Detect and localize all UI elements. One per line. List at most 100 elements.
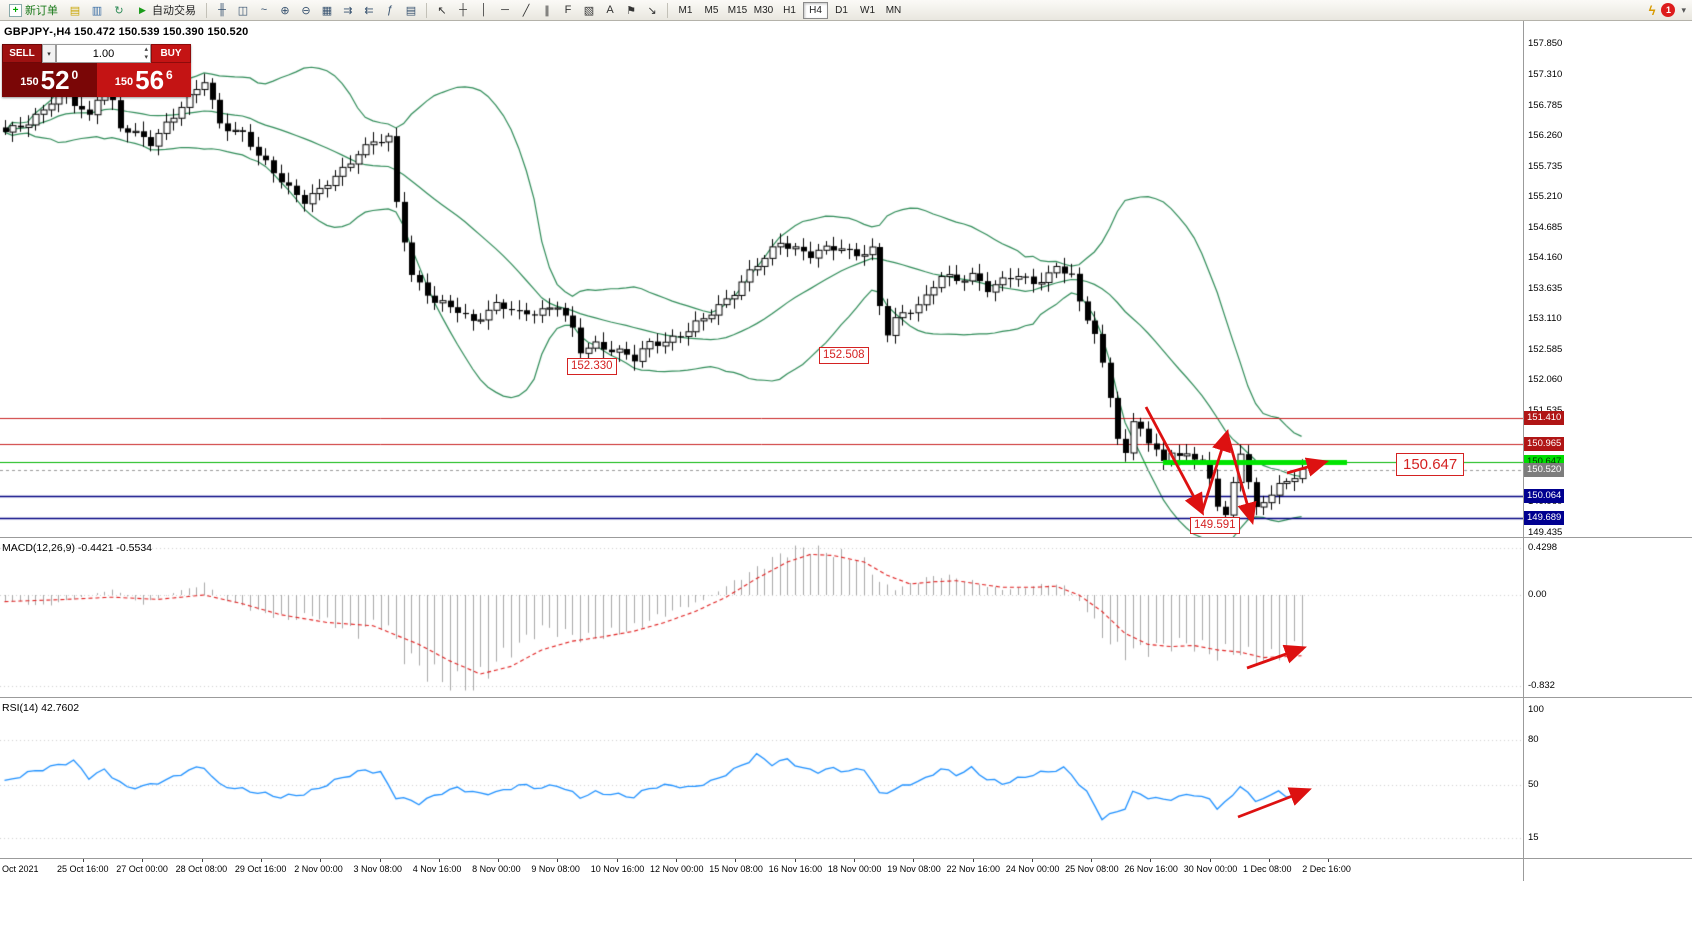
time-axis-label: 19 Nov 08:00: [887, 864, 941, 874]
time-axis-label: 25 Oct 16:00: [57, 864, 109, 874]
panel-separator[interactable]: [0, 697, 1692, 698]
price-axis-label: 155.210: [1528, 191, 1563, 203]
crosshair-icon[interactable]: ┼: [453, 1, 473, 19]
label-icon[interactable]: ⚑: [621, 1, 641, 19]
price-axis-label: 153.110: [1528, 313, 1562, 325]
price-annotation-149.591[interactable]: 149.591: [1190, 517, 1240, 534]
volume-up-icon[interactable]: ▴: [144, 46, 148, 53]
buy-button[interactable]: BUY: [151, 44, 191, 63]
timeframe-m5[interactable]: M5: [699, 2, 724, 19]
rsi-axis-label: 100: [1528, 704, 1544, 715]
time-axis-label: Oct 2021: [2, 864, 39, 874]
main-toolbar: + 新订单 ▤ ▥ ↻ ▶ 自动交易 ╫ ◫ ~ ⊕ ⊖ ▦ ⇉ ⇇ ƒ ▤ ↖ ┼ │ ─ ╱ ∥ F ▧ A ⚑ ↘ …: [0, 0, 1692, 21]
arrows-icon[interactable]: ↘: [642, 1, 662, 19]
time-axis-tick: [853, 859, 855, 862]
draw-tools-group: ↖ ┼ │ ─ ╱ ∥ F ▧ A ⚑ ↘: [432, 1, 662, 19]
sell-price[interactable]: 150 52 0: [2, 63, 97, 97]
rsi-axis-label: 50: [1528, 779, 1539, 790]
macd-axis-label: 0.00: [1528, 589, 1547, 600]
buy-price[interactable]: 150 56 6: [96, 63, 191, 97]
volume-down-icon[interactable]: ▾: [144, 54, 148, 61]
macd-axis-label: 0.4298: [1528, 541, 1558, 553]
time-axis-label: 12 Nov 00:00: [650, 864, 704, 874]
price-axis-label: 152.585: [1528, 343, 1563, 355]
volume-input[interactable]: 1.00 ▴ ▾: [56, 44, 151, 63]
time-axis-label: 1 Dec 08:00: [1243, 864, 1292, 874]
data-window-icon[interactable]: ▥: [87, 1, 107, 19]
time-axis-label: 28 Oct 08:00: [175, 864, 228, 874]
price-axis-label: 157.850: [1528, 38, 1563, 49]
quick-trade-icon[interactable]: ϟ: [1648, 2, 1656, 18]
main-chart-canvas[interactable]: [0, 21, 1523, 537]
volume-value: 1.00: [92, 47, 115, 60]
notification-badge[interactable]: 1: [1661, 3, 1676, 17]
vertical-line-icon[interactable]: │: [474, 1, 494, 19]
time-axis-tick: [498, 859, 500, 862]
price-axis-border: [1523, 21, 1524, 881]
zoom-out-icon[interactable]: ⊖: [296, 1, 316, 19]
new-order-label: 新订单: [25, 5, 58, 17]
macd-indicator-canvas[interactable]: [0, 538, 1523, 697]
line-chart-icon[interactable]: ~: [254, 1, 274, 19]
fibonacci-icon[interactable]: F: [558, 1, 578, 19]
candlestick-icon[interactable]: ◫: [233, 1, 253, 19]
text-icon[interactable]: A: [600, 1, 620, 19]
timeframe-m1[interactable]: M1: [673, 2, 698, 19]
time-axis[interactable]: Oct 2021 25 Oct 16:00 27 Oct 00:00 28 Oct 0…: [0, 859, 1523, 881]
chart-snapshot-icon[interactable]: ▤: [65, 1, 85, 19]
rsi-axis-label: 80: [1528, 734, 1539, 745]
time-axis-label: 25 Nov 08:00: [1065, 864, 1119, 874]
time-axis-tick: [676, 859, 677, 862]
chart-shift-icon[interactable]: ⇇: [359, 1, 379, 19]
new-order-icon: +: [9, 3, 22, 17]
price-annotation-152.508[interactable]: 152.508: [819, 347, 869, 364]
time-axis-tick: [438, 859, 440, 862]
time-axis-tick: [913, 859, 915, 862]
refresh-icon[interactable]: ↻: [109, 1, 129, 19]
bar-chart-icon[interactable]: ╫: [212, 1, 232, 19]
cursor-icon[interactable]: ↖: [432, 1, 452, 19]
zoom-in-icon[interactable]: ⊕: [275, 1, 295, 19]
volume-dropdown-icon[interactable]: ▾: [42, 44, 56, 63]
shapes-icon[interactable]: ▧: [579, 1, 599, 19]
time-axis-label: 3 Nov 08:00: [353, 864, 403, 874]
toolbar-overflow-icon[interactable]: ▾: [1681, 4, 1686, 15]
timeframe-mn[interactable]: MN: [881, 2, 906, 19]
time-axis-tick: [1269, 859, 1270, 862]
sell-button[interactable]: SELL: [2, 44, 42, 63]
auto-trading-button[interactable]: ▶ 自动交易: [131, 1, 201, 19]
price-axis-label: 153.635: [1528, 282, 1563, 294]
indicators-icon[interactable]: ƒ: [380, 1, 400, 19]
price-axis-label: 154.160: [1528, 252, 1563, 264]
rsi-indicator-canvas[interactable]: [0, 698, 1523, 858]
price-axis-label: 152.060: [1528, 374, 1563, 386]
panel-separator[interactable]: [0, 537, 1692, 538]
price-annotation-150.647[interactable]: 150.647: [1396, 453, 1465, 476]
time-axis-tick: [794, 859, 796, 862]
time-axis-tick: [557, 859, 559, 862]
auto-trading-label: 自动交易: [152, 5, 196, 17]
price-axis-label: 155.735: [1528, 160, 1563, 172]
timeframe-h4[interactable]: H4: [803, 1, 828, 19]
time-axis-tick: [320, 859, 322, 862]
price-tag-151.410: 151.410: [1524, 411, 1565, 426]
time-axis-tick: [1031, 859, 1033, 862]
timeframe-w1[interactable]: W1: [855, 2, 880, 19]
time-axis-label: 30 Nov 00:00: [1183, 864, 1238, 874]
timeframe-m15[interactable]: M15: [725, 2, 750, 19]
timeframe-h1[interactable]: H1: [777, 2, 802, 19]
timeframe-d1[interactable]: D1: [829, 2, 854, 19]
channel-icon[interactable]: ∥: [537, 1, 557, 19]
new-order-button[interactable]: + 新订单: [4, 1, 63, 19]
timeframe-m30[interactable]: M30: [751, 2, 776, 19]
templates-icon[interactable]: ▤: [401, 1, 421, 19]
tile-windows-icon[interactable]: ▦: [317, 1, 337, 19]
horizontal-line-icon[interactable]: ─: [495, 1, 515, 19]
time-axis-label: 2 Dec 16:00: [1302, 864, 1351, 874]
trendline-icon[interactable]: ╱: [516, 1, 536, 19]
auto-scroll-icon[interactable]: ⇉: [338, 1, 358, 19]
time-axis-label: 8 Nov 00:00: [472, 864, 521, 874]
toolbar-left-icons: ▤ ▥ ↻: [65, 1, 129, 19]
time-axis-label: 2 Nov 00:00: [294, 864, 343, 874]
price-annotation-152.330[interactable]: 152.330: [567, 358, 617, 375]
